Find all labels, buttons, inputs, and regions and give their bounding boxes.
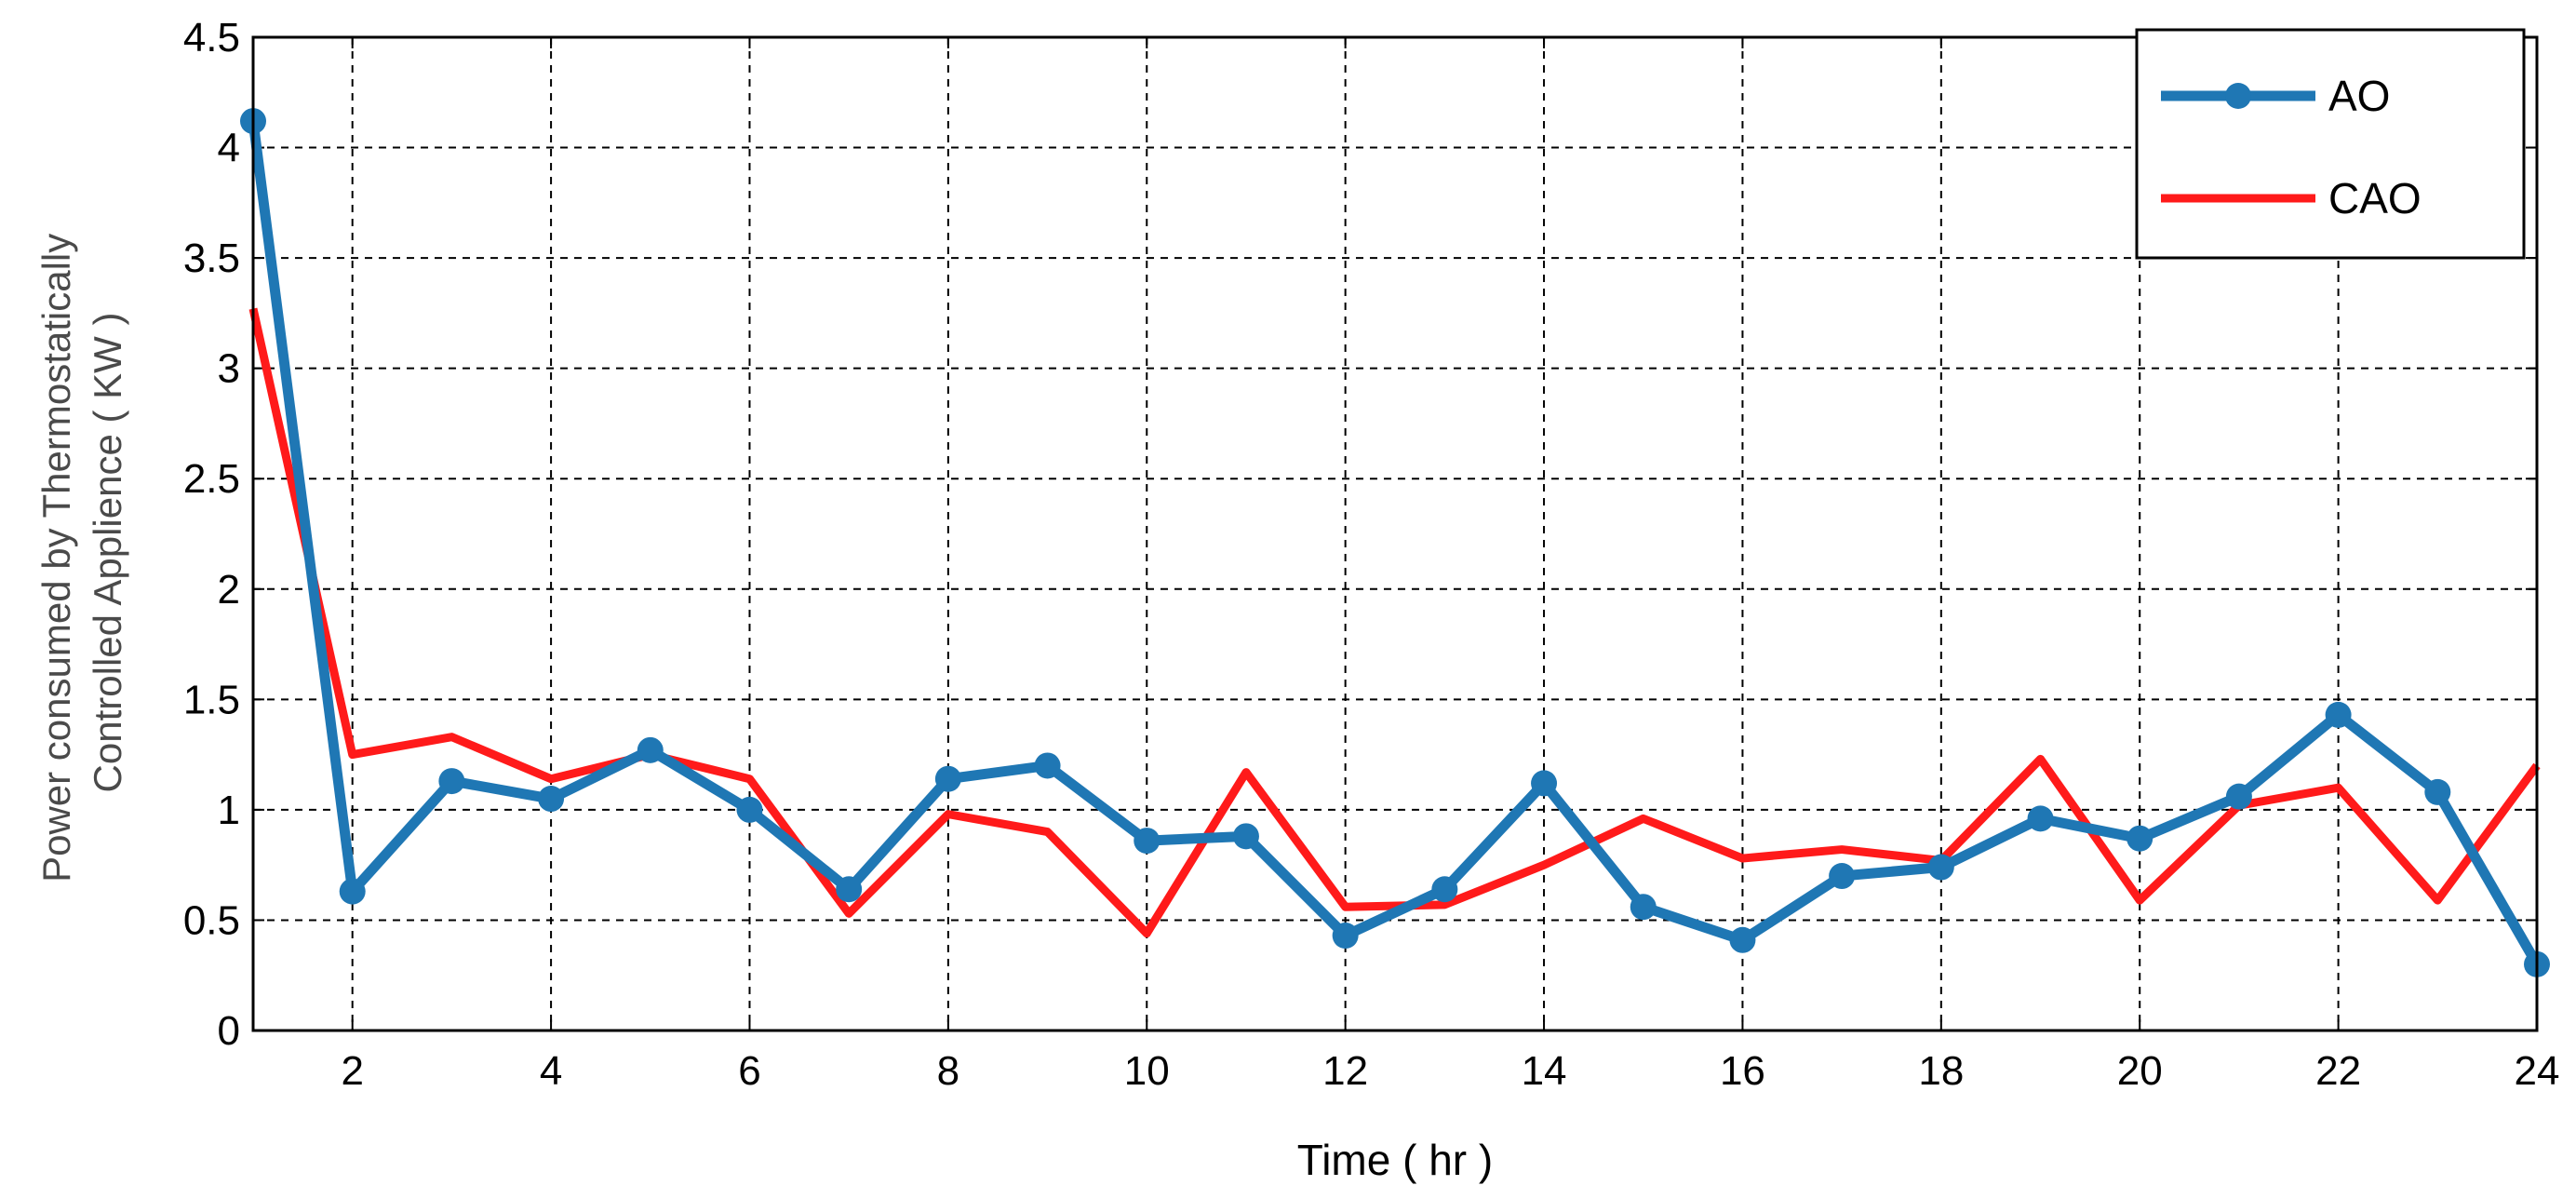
series-ao-point (339, 878, 366, 905)
series-cao-line (248, 307, 2541, 938)
x-axis-title: Time ( hr ) (1297, 1136, 1493, 1184)
series-ao-point (2225, 783, 2252, 810)
legend-ao-label: AO (2328, 72, 2390, 120)
x-tick-label: 22 (2315, 1048, 2361, 1094)
y-tick-label: 3.5 (183, 236, 240, 281)
y-tick-label: 1.5 (183, 677, 240, 722)
series-ao-point (2127, 825, 2153, 852)
series-ao-point (1431, 876, 1458, 903)
series-ao-point (1927, 854, 1954, 881)
y-tick-label: 0 (218, 1008, 240, 1054)
series-ao-point (1729, 926, 1756, 953)
series-ao-point (538, 786, 565, 813)
legend-box (2135, 28, 2526, 260)
x-tick-label: 12 (1322, 1048, 1368, 1094)
series-ao-line (248, 120, 2542, 967)
y-axis-title-line-1: Power consumed by Thermostatically (34, 234, 78, 882)
plot-series (240, 108, 2550, 977)
x-tick-label: 16 (1720, 1048, 1765, 1094)
series-ao-point (1630, 894, 1657, 921)
series-ao-point (1034, 752, 1061, 779)
legend: AO CAO (2135, 28, 2526, 260)
y-tick-label: 3 (218, 346, 240, 392)
plot-frame (251, 35, 2539, 1032)
series-ao-point (836, 876, 863, 903)
series-ao-point (2424, 778, 2451, 805)
series-ao-point (1829, 863, 1856, 890)
legend-ao-swatch-marker (2225, 83, 2251, 109)
series-ao-point (1332, 923, 1359, 950)
x-tick-label: 6 (738, 1048, 760, 1094)
series-ao-point (2027, 805, 2054, 832)
y-axis-title-line-2: Controlled Applience ( KW ) (86, 313, 129, 793)
x-tick-labels: 2 4 6 8 10 12 14 16 18 20 22 24 (341, 1048, 2559, 1094)
x-tick-label: 8 (937, 1048, 959, 1094)
legend-cao-label: CAO (2328, 174, 2422, 222)
x-tick-label: 4 (540, 1048, 562, 1094)
series-ao-point (1531, 770, 1558, 797)
x-tick-label: 20 (2117, 1048, 2163, 1094)
y-tick-label: 2.5 (183, 456, 240, 502)
series-ao-point (637, 736, 664, 763)
x-tick-label: 18 (1918, 1048, 1964, 1094)
y-axis-title: Power consumed by Thermostatically Contr… (34, 222, 129, 882)
y-tick-label: 0.5 (183, 897, 240, 943)
series-ao-point (2325, 701, 2352, 728)
series-ao-point (1232, 823, 1259, 850)
series-ao-point (934, 765, 961, 792)
series-ao-point (736, 796, 763, 823)
y-tick-label: 4.5 (183, 15, 240, 61)
y-tick-labels: 0 0.5 1 1.5 2 2.5 3 3.5 4 4.5 (183, 15, 240, 1054)
series-ao-point (1134, 828, 1161, 855)
x-tick-label: 24 (2515, 1048, 2560, 1094)
x-tick-label: 14 (1522, 1048, 1567, 1094)
y-tick-label: 2 (218, 567, 240, 613)
y-tick-label: 4 (218, 126, 240, 171)
series-ao-point (438, 768, 465, 795)
y-tick-label: 1 (218, 788, 240, 833)
x-tick-label: 2 (341, 1048, 363, 1094)
x-tick-label: 10 (1124, 1048, 1170, 1094)
